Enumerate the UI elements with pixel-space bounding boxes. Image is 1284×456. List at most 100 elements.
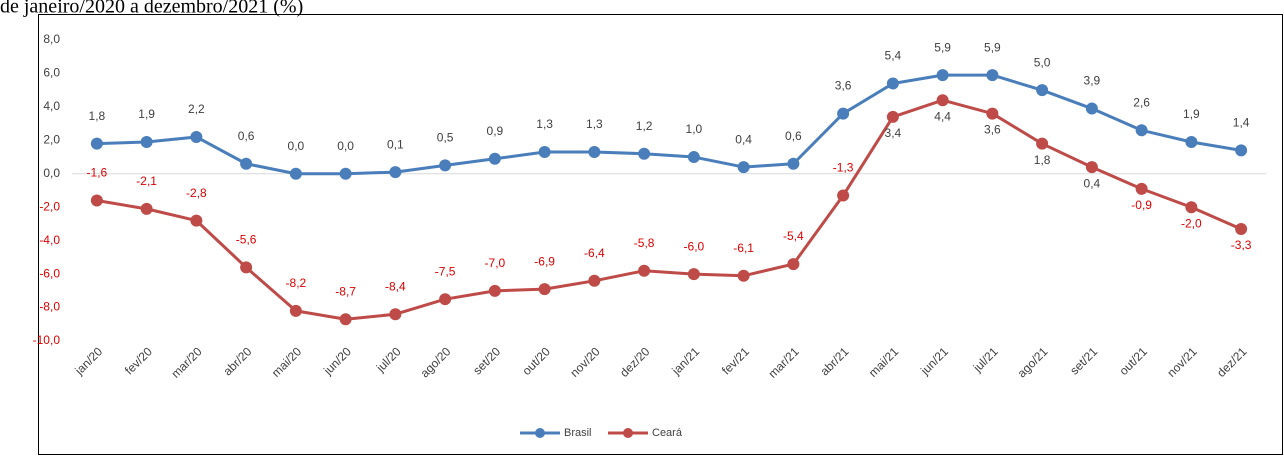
x-tick-label: jun/20 <box>320 344 354 378</box>
data-label: 3,6 <box>835 79 852 93</box>
x-tick-label: jun/21 <box>917 344 951 378</box>
data-point <box>886 110 899 123</box>
legend-marker <box>623 428 633 438</box>
data-point <box>687 151 700 164</box>
data-point <box>538 283 551 296</box>
data-point <box>936 94 949 107</box>
x-tick-label: fev/20 <box>122 344 155 377</box>
y-tick-label: 8,0 <box>43 32 60 46</box>
data-label: 1,9 <box>138 107 155 121</box>
x-tick-label: jul/20 <box>373 344 404 375</box>
data-point <box>439 293 452 306</box>
data-label: 4,4 <box>934 109 951 123</box>
data-label: -6,9 <box>534 254 555 268</box>
data-label: -7,0 <box>485 256 506 270</box>
legend-label: Ceará <box>652 427 683 439</box>
data-label: 1,8 <box>89 109 106 123</box>
data-point <box>389 308 402 321</box>
data-label: 3,9 <box>1084 74 1101 88</box>
data-label: -6,1 <box>733 241 754 255</box>
data-label: 0,6 <box>238 129 255 143</box>
data-point <box>1185 201 1198 214</box>
x-tick-label: set/21 <box>1067 344 1100 377</box>
data-label: -1,6 <box>87 166 108 180</box>
x-tick-label: mar/21 <box>765 344 802 381</box>
data-point <box>638 264 651 277</box>
series-line <box>96 98 1242 321</box>
data-point <box>787 157 800 170</box>
data-label: 2,6 <box>1133 95 1150 109</box>
data-point <box>488 284 501 297</box>
data-point <box>190 130 203 143</box>
x-tick-label: nov/20 <box>567 344 603 380</box>
y-tick-label: 0,0 <box>43 166 60 180</box>
x-tick-label: out/20 <box>519 344 553 378</box>
x-tick-label: dez/20 <box>617 344 653 380</box>
data-point <box>389 166 402 179</box>
data-point <box>986 107 999 120</box>
data-point <box>837 107 850 120</box>
x-tick-label: dez/21 <box>1214 344 1250 380</box>
data-label: 1,8 <box>1034 153 1051 167</box>
data-point <box>936 69 949 82</box>
data-point <box>439 159 452 172</box>
data-label: -5,6 <box>236 233 257 247</box>
x-tick-label: mar/20 <box>168 344 205 381</box>
data-point <box>1235 144 1248 157</box>
x-tick-label: mai/20 <box>269 344 305 380</box>
x-tick-label: out/21 <box>1116 344 1150 378</box>
data-label: -6,0 <box>684 239 705 253</box>
data-label: 0,5 <box>437 131 454 145</box>
data-point <box>1036 137 1049 150</box>
data-label: -2,0 <box>1181 216 1202 230</box>
data-label: 1,9 <box>1183 107 1200 121</box>
data-point <box>1036 84 1049 97</box>
data-point <box>90 137 103 150</box>
x-tick-label: jan/21 <box>669 344 703 378</box>
x-tick-label: jan/20 <box>72 344 106 378</box>
data-point <box>1135 182 1148 195</box>
data-point <box>837 189 850 202</box>
x-tick-label: mai/21 <box>866 344 902 380</box>
data-label: 3,4 <box>885 126 902 140</box>
x-tick-label: nov/21 <box>1164 344 1200 380</box>
data-point <box>1185 136 1198 149</box>
data-label: 3,6 <box>984 123 1001 137</box>
y-tick-label: -2,0 <box>39 199 60 213</box>
data-label: 1,3 <box>536 117 553 131</box>
data-label: 0,9 <box>487 124 504 138</box>
data-label: 0,0 <box>337 139 354 153</box>
y-tick-label: 4,0 <box>43 99 60 113</box>
chart-title: de janeiro/2020 a dezembro/2021 (%) <box>0 0 303 18</box>
chart-border <box>38 14 1283 455</box>
data-point <box>886 77 899 90</box>
y-tick-label: -8,0 <box>39 300 60 314</box>
data-point <box>687 268 700 281</box>
data-label: -2,1 <box>136 174 157 188</box>
data-label: 2,2 <box>188 102 205 116</box>
y-tick-label: -10,0 <box>33 333 61 347</box>
data-point <box>240 157 253 170</box>
x-tick-label: abr/20 <box>221 344 255 378</box>
data-label: 0,4 <box>1084 176 1101 190</box>
y-tick-label: -6,0 <box>39 266 60 280</box>
data-label: 5,9 <box>984 40 1001 54</box>
data-point <box>1235 222 1248 235</box>
data-point <box>1135 124 1148 137</box>
legend-label: Brasil <box>564 427 592 439</box>
data-label: -8,4 <box>385 279 406 293</box>
data-point <box>339 313 352 326</box>
data-label: 5,9 <box>934 40 951 54</box>
data-label: -5,8 <box>634 236 655 250</box>
data-label: 0,6 <box>785 129 802 143</box>
data-point <box>339 167 352 180</box>
data-point <box>588 146 601 159</box>
y-tick-label: 2,0 <box>43 133 60 147</box>
data-point <box>1085 161 1098 174</box>
data-point <box>289 167 302 180</box>
data-label: 0,1 <box>387 137 404 151</box>
data-label: 1,3 <box>586 117 603 131</box>
y-tick-label: 6,0 <box>43 66 60 80</box>
data-label: -6,4 <box>584 246 605 260</box>
